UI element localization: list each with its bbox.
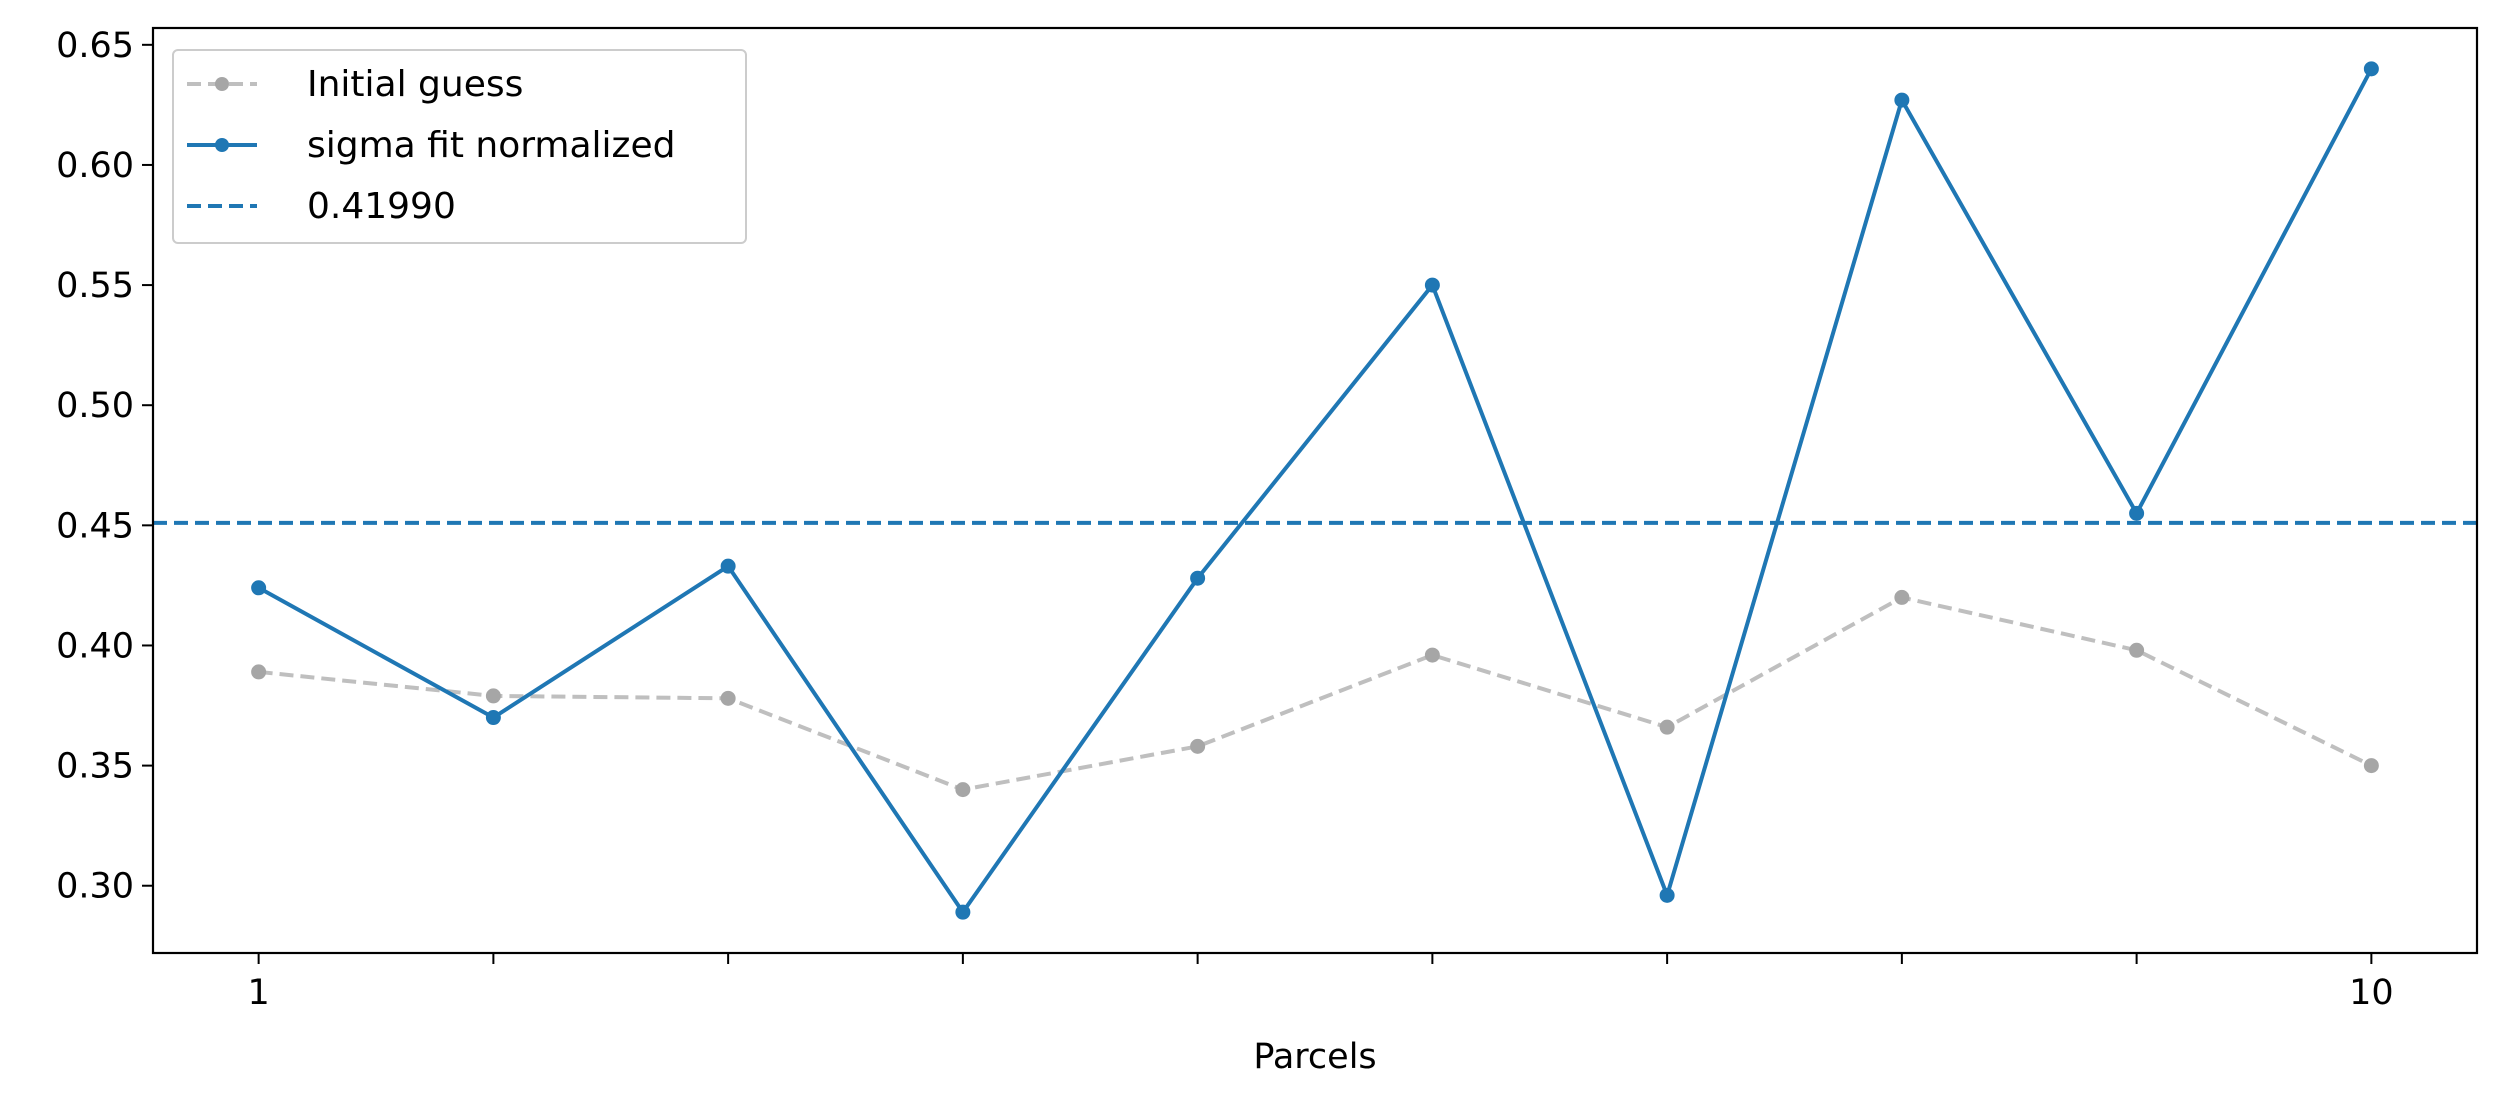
legend: Initial guess sigma fit normalized 0.41990	[172, 49, 747, 244]
y-tick-label: 0.65	[56, 26, 134, 66]
series-1-point-6	[1424, 647, 1440, 663]
legend-label-1: Initial guess	[307, 64, 523, 105]
series-1-point-3	[720, 690, 736, 706]
x-tick-label: 10	[2349, 973, 2394, 1013]
y-tick-label: 0.35	[56, 747, 134, 787]
axes: 0.30 0.35 0.40 0.45 0.50 0.55 0.60 0.65 1 10	[56, 26, 2479, 1013]
series-1-point-10	[2363, 758, 2379, 774]
legend-marker-1	[215, 77, 229, 91]
y-tick-label: 0.50	[56, 386, 134, 426]
axes-frame	[151, 26, 2479, 955]
legend-marker-2	[215, 138, 229, 152]
y-tick-label: 0.45	[56, 506, 134, 546]
series-2-point-8	[1894, 92, 1910, 108]
plot-area	[153, 61, 2477, 920]
legend-box	[172, 49, 747, 244]
series-1-point-1	[251, 664, 267, 680]
series-1-point-2	[485, 688, 501, 704]
y-tick-label: 0.40	[56, 626, 134, 666]
series-2-point-3	[720, 558, 736, 574]
series-1-point-8	[1894, 589, 1910, 605]
series-2-point-4	[955, 904, 971, 920]
series-2-point-6	[1424, 277, 1440, 293]
series-2-point-5	[1190, 570, 1206, 586]
series-2-point-7	[1659, 887, 1675, 903]
series-1-point-9	[2129, 642, 2145, 658]
series-line-2	[257, 67, 2374, 915]
legend-label-3: 0.41990	[307, 186, 456, 227]
y-tick-label: 0.60	[56, 146, 134, 186]
series-2-point-9	[2129, 505, 2145, 521]
series-1-point-5	[1190, 738, 1206, 754]
x-tick-label: 1	[247, 973, 269, 1013]
series-1-point-4	[955, 782, 971, 798]
series-2-point-2	[485, 710, 501, 726]
x-axis-label: Parcels	[1253, 1037, 1376, 1077]
legend-label-2: sigma fit normalized	[307, 125, 675, 166]
series-2-point-10	[2363, 61, 2379, 77]
y-tick-label: 0.30	[56, 867, 134, 907]
y-tick-label: 0.55	[56, 266, 134, 306]
plot-content	[153, 61, 2477, 920]
series-2-point-1	[251, 580, 267, 596]
series-1-point-7	[1659, 719, 1675, 735]
